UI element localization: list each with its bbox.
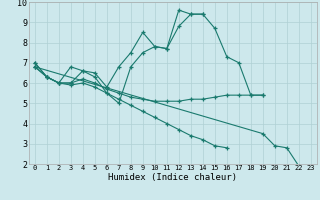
X-axis label: Humidex (Indice chaleur): Humidex (Indice chaleur)	[108, 173, 237, 182]
